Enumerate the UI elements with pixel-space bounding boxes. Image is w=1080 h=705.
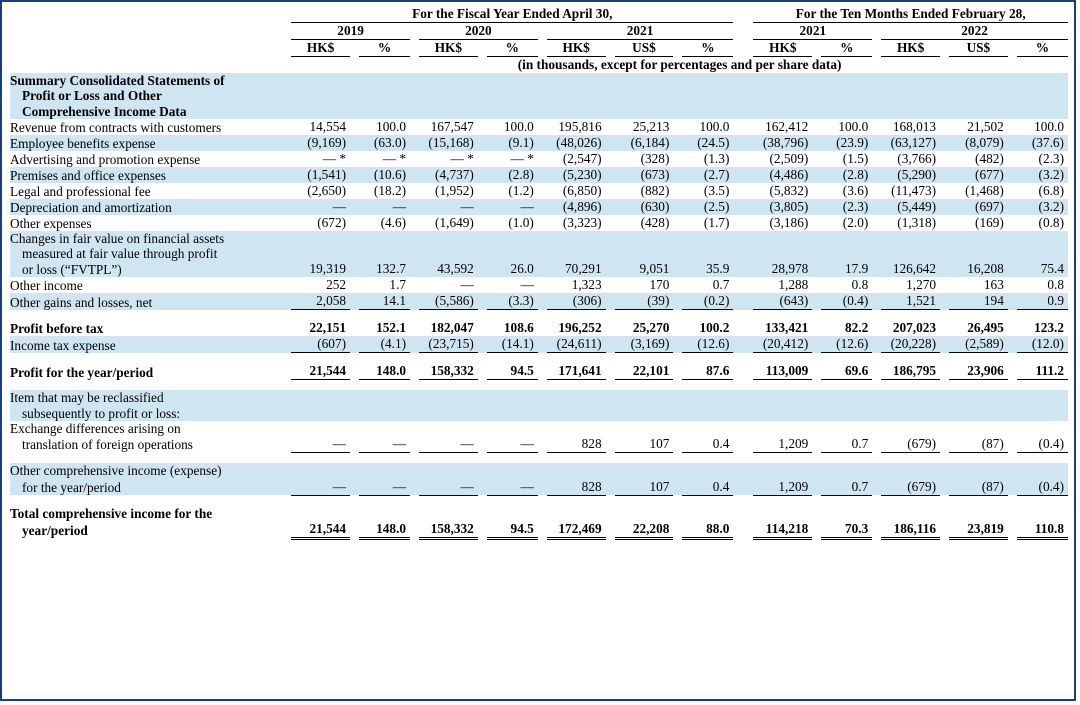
col-year-2021b: 2021 [753,23,872,40]
row-income-tax: Income tax expense (607)(4.1) (23,715)(1… [10,336,1068,353]
col-hks: HK$ [419,40,478,57]
col-pct: % [1017,40,1068,57]
col-pct: % [487,40,538,57]
header-row-note: (in thousands, except for percentages an… [10,57,1068,74]
row-premises: Premises and office expenses (1,541)(10.… [10,167,1068,183]
col-uss: US$ [949,40,1008,57]
col-uss: US$ [615,40,674,57]
header-row-super: For the Fiscal Year Ended April 30, For … [10,6,1068,23]
col-hks: HK$ [753,40,812,57]
col-year-2020: 2020 [419,23,538,40]
header-fiscal-year: For the Fiscal Year Ended April 30, [291,6,733,23]
financial-table: For the Fiscal Year Ended April 30, For … [10,6,1068,540]
row-other-gains-losses: Other gains and losses, net 2,05814.1 (5… [10,293,1068,310]
row-revenue: Revenue from contracts with customers 14… [10,119,1068,135]
col-pct: % [821,40,872,57]
label-revenue: Revenue from contracts with customers [10,119,282,135]
row-employee-benefits: Employee benefits expense (9,169)(63.0) … [10,135,1068,151]
header-ten-months: For the Ten Months Ended February 28, [753,6,1068,23]
row-profit-before-tax: Profit before tax 22,151152.1 182,047108… [10,320,1068,336]
col-year-2022: 2022 [881,23,1068,40]
section-title-l3: Comprehensive Income Data [10,104,282,119]
label-tci-l1: Total comprehensive income for the [10,506,282,521]
col-year-2019: 2019 [291,23,410,40]
label-fvtpl-l1: Changes in fair value on financial asset… [10,231,282,246]
row-fvtpl: or loss (“FVTPL”) 19,319132.7 43,59226.0… [10,261,1068,277]
row-profit-for-period: Profit for the year/period 21,544148.0 1… [10,363,1068,380]
label-fx-l1: Exchange differences arising on [10,421,282,436]
row-legal: Legal and professional fee (2,650)(18.2)… [10,183,1068,199]
row-advertising: Advertising and promotion expense — *— *… [10,151,1068,167]
row-other-expenses: Other expenses (672)(4.6) (1,649)(1.0) (… [10,215,1068,231]
row-oci: for the year/period —— —— 8281070.4 1,20… [10,479,1068,496]
col-year-2021a: 2021 [547,23,734,40]
col-pct: % [682,40,733,57]
units-note: (in thousands, except for percentages an… [291,57,1068,74]
section-title-l2: Profit or Loss and Other [10,88,282,103]
row-depreciation: Depreciation and amortization —— —— (4,8… [10,199,1068,215]
label-reclass-l2: subsequently to profit or loss: [10,406,282,421]
col-pct: % [359,40,410,57]
label-reclass-l1: Item that may be reclassified [10,390,282,405]
section-title-row: Summary Consolidated Statements of [10,73,1068,88]
row-other-income: Other income 2521.7 —— 1,3231700.7 1,288… [10,277,1068,293]
row-total-comprehensive-income: year/period 21,544148.0 158,33294.5 172,… [10,521,1068,539]
header-row-years: 2019 2020 2021 2021 2022 [10,23,1068,40]
col-hks: HK$ [291,40,350,57]
row-fx-differences: translation of foreign operations —— —— … [10,436,1068,453]
col-hks: HK$ [881,40,940,57]
label-fvtpl-l2: measured at fair value through profit [10,246,282,261]
financial-table-frame: For the Fiscal Year Ended April 30, For … [0,0,1076,701]
col-hks: HK$ [547,40,606,57]
label-oci-l1: Other comprehensive income (expense) [10,463,282,478]
header-row-units: HK$% HK$% HK$ US$% HK$% HK$ US$% [10,40,1068,57]
section-title-l1: Summary Consolidated Statements of [10,73,282,88]
